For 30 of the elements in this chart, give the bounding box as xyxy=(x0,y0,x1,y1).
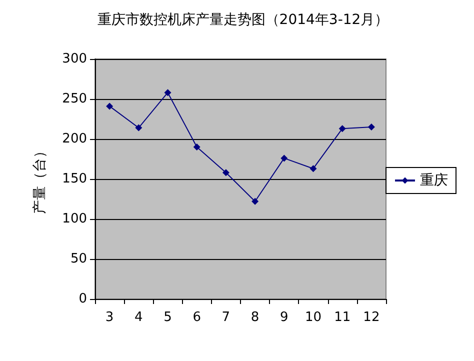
y-tick-label: 200 xyxy=(62,132,87,146)
point xyxy=(106,102,114,110)
point xyxy=(310,165,317,172)
x-tick-label: 4 xyxy=(134,310,143,325)
x-tick-label: 11 xyxy=(334,310,351,325)
point xyxy=(193,144,200,150)
y-tick-label: 250 xyxy=(62,92,87,106)
x-tick-label: 5 xyxy=(164,310,172,325)
y-tick-label: 0 xyxy=(78,292,87,306)
point xyxy=(252,198,259,205)
y-tick-label: 100 xyxy=(62,212,87,226)
y-tick-label: 50 xyxy=(70,252,87,266)
x-tick-label: 10 xyxy=(304,310,322,325)
point xyxy=(135,124,142,132)
x-tick-label: 9 xyxy=(280,310,288,325)
x-tick-label: 8 xyxy=(250,310,260,325)
point xyxy=(164,89,172,96)
x-tick-label: 7 xyxy=(222,310,230,325)
point xyxy=(222,169,230,176)
legend-label: 重庆 xyxy=(420,172,448,188)
point xyxy=(368,124,375,130)
y-axis-title: 产量（台） xyxy=(32,144,48,214)
y-tick-label: 300 xyxy=(62,52,87,66)
x-tick-label: 3 xyxy=(105,310,114,325)
chart-title: 重庆市数控机床产量走势图（2014年3-12月） xyxy=(97,12,389,28)
x-tick-label: 12 xyxy=(363,310,380,325)
point xyxy=(338,125,346,132)
x-tick-label: 6 xyxy=(192,310,201,325)
point xyxy=(280,154,288,162)
y-tick-label: 150 xyxy=(62,172,87,186)
